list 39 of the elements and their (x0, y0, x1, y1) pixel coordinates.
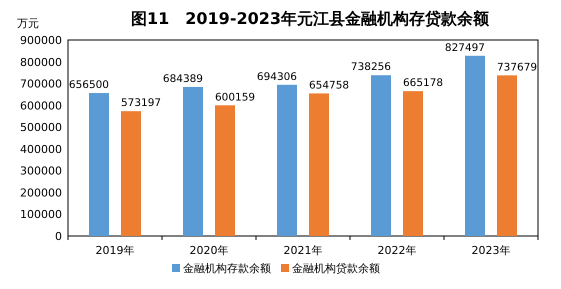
data-label: 738256 (350, 61, 392, 74)
bar (215, 105, 235, 236)
legend-label: 金融机构存款余额 (183, 262, 271, 275)
y-tick-label: 900000 (20, 34, 62, 47)
bar (465, 56, 485, 236)
data-label: 684389 (162, 72, 203, 85)
y-tick-label: 600000 (20, 99, 62, 112)
data-label: 654758 (309, 79, 350, 92)
y-axis-title: 万元 (17, 17, 39, 30)
data-label: 694306 (256, 70, 298, 83)
data-label: 827497 (444, 42, 485, 54)
data-label: 573197 (121, 97, 162, 110)
bar (89, 93, 109, 236)
y-tick-label: 700000 (20, 78, 62, 91)
x-tick-label: 2019年 (96, 244, 134, 257)
y-tick-label: 0 (55, 230, 62, 243)
chart-title: 图11 2019-2023年元江县金融机构存贷款余额 (131, 9, 490, 28)
x-tick-label: 2020年 (190, 244, 228, 257)
bar (403, 91, 423, 236)
y-tick-label: 300000 (20, 164, 62, 178)
y-tick-label: 500000 (20, 121, 62, 134)
bar (121, 111, 141, 236)
y-tick-label: 200000 (20, 186, 62, 200)
data-label: 656500 (68, 79, 109, 92)
x-tick-label: 2021年 (284, 244, 322, 257)
bar (497, 75, 517, 236)
bar (371, 75, 391, 236)
x-tick-label: 2022年 (378, 244, 416, 257)
y-tick-label: 400000 (20, 142, 62, 156)
x-tick-label: 2023年 (472, 244, 510, 257)
data-label: 665178 (403, 77, 444, 90)
y-tick-label: 800000 (20, 56, 62, 69)
data-label: 737679 (497, 61, 538, 74)
y-tick-label: 100000 (20, 208, 62, 222)
bar (183, 86, 203, 236)
bar (309, 93, 329, 236)
bar (277, 84, 297, 236)
legend-label: 金融机构贷款余额 (292, 262, 380, 275)
data-label: 600159 (215, 91, 256, 104)
